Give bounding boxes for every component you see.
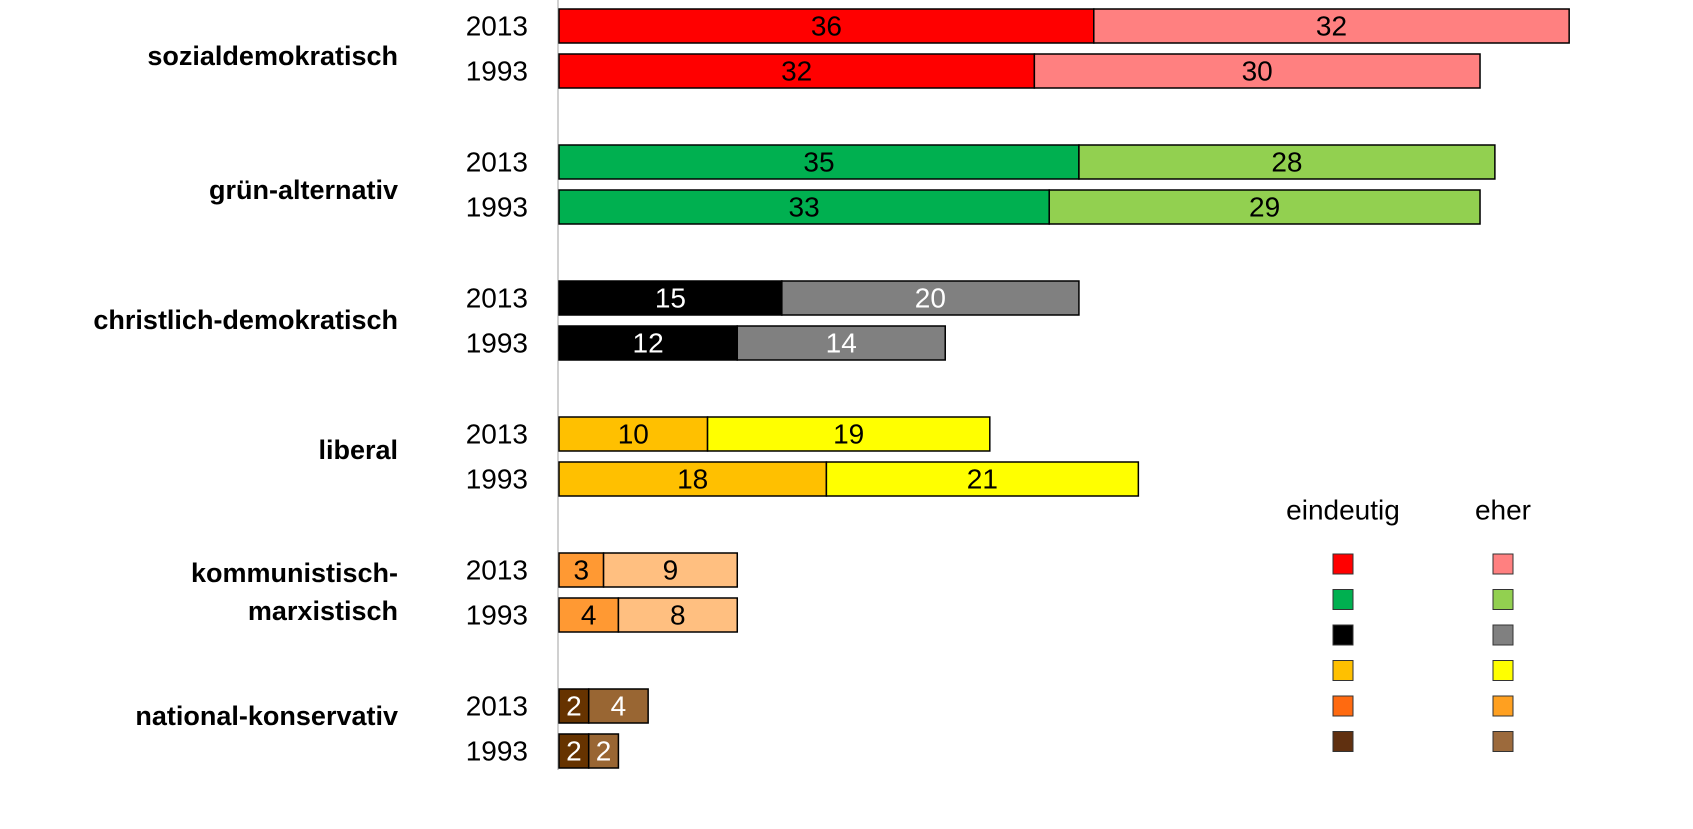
bar-segment — [587, 688, 649, 724]
value-label: 3 — [573, 555, 589, 586]
year-label: 1993 — [466, 56, 528, 87]
bar-segment — [825, 461, 1140, 497]
bar-segment — [1048, 189, 1481, 225]
value-label: 30 — [1242, 56, 1273, 87]
value-label: 19 — [833, 419, 864, 450]
value-label: 2 — [566, 691, 582, 722]
legend-swatch — [1492, 624, 1514, 646]
legend-swatch — [1492, 660, 1514, 681]
year-label: 1993 — [466, 736, 528, 767]
value-label: 4 — [611, 691, 627, 722]
group-label: grün-alternativ — [208, 175, 398, 205]
legend-swatch — [1332, 660, 1354, 681]
value-label: 20 — [915, 283, 946, 314]
year-label: 1993 — [466, 600, 528, 631]
value-label: 32 — [781, 56, 812, 87]
value-label: 2 — [596, 736, 612, 767]
legend-swatch — [1332, 553, 1354, 575]
bar-segment — [617, 597, 739, 633]
year-label: 2013 — [466, 555, 528, 586]
group-label: liberal — [318, 435, 398, 465]
value-label: 28 — [1271, 147, 1302, 178]
year-label: 1993 — [466, 192, 528, 223]
bar-segment — [1093, 8, 1570, 44]
group-label: national-konservativ — [135, 701, 398, 731]
legend-swatch — [1492, 731, 1514, 752]
bar-segment — [587, 733, 620, 769]
group-label: kommunistisch- marxistisch — [190, 558, 398, 626]
bar-segment — [558, 688, 590, 724]
value-label: 4 — [581, 600, 597, 631]
bar-segment — [558, 597, 620, 633]
bar-segment — [558, 280, 783, 316]
year-label: 2013 — [466, 11, 528, 42]
group-label: sozialdemokratisch — [147, 41, 398, 71]
value-label: 35 — [803, 147, 834, 178]
bar-segment — [1078, 144, 1496, 180]
value-label: 29 — [1249, 192, 1280, 223]
bar-segment — [1033, 53, 1481, 89]
bar-segment — [602, 552, 739, 588]
legend-swatch — [1492, 553, 1514, 575]
legend-swatch — [1492, 695, 1514, 717]
bar-segment — [558, 189, 1050, 225]
legend-swatch — [1332, 589, 1354, 610]
value-label: 10 — [618, 419, 649, 450]
bar-segment — [736, 325, 946, 361]
bar-segment — [706, 416, 991, 452]
year-label: 1993 — [466, 464, 528, 495]
legend-header: eher — [1475, 495, 1531, 526]
bar-segment — [558, 461, 828, 497]
legend-swatch — [1492, 589, 1514, 610]
legend-header: eindeutig — [1286, 495, 1400, 526]
value-label: 12 — [633, 328, 664, 359]
value-label: 33 — [789, 192, 820, 223]
legend-swatch — [1332, 624, 1354, 646]
value-label: 32 — [1316, 11, 1347, 42]
bar-segment — [558, 733, 590, 769]
legend-swatch — [1332, 695, 1354, 717]
value-label: 18 — [677, 464, 708, 495]
bar-segment — [558, 325, 739, 361]
value-label: 15 — [655, 283, 686, 314]
bar-segment — [781, 280, 1080, 316]
bar-segment — [558, 144, 1080, 180]
year-label: 1993 — [466, 328, 528, 359]
value-label: 2 — [566, 736, 582, 767]
year-label: 2013 — [466, 419, 528, 450]
bar-segment — [558, 552, 605, 588]
group-label: christlich-demokratisch — [93, 305, 398, 335]
value-label: 21 — [967, 464, 998, 495]
value-label: 8 — [670, 600, 686, 631]
legend-swatch — [1332, 731, 1354, 752]
year-label: 2013 — [466, 147, 528, 178]
bar-segment — [558, 53, 1036, 89]
bar-segment — [558, 8, 1095, 44]
year-label: 2013 — [466, 691, 528, 722]
year-label: 2013 — [466, 283, 528, 314]
value-label: 9 — [663, 555, 679, 586]
value-label: 36 — [811, 11, 842, 42]
value-label: 14 — [826, 328, 857, 359]
